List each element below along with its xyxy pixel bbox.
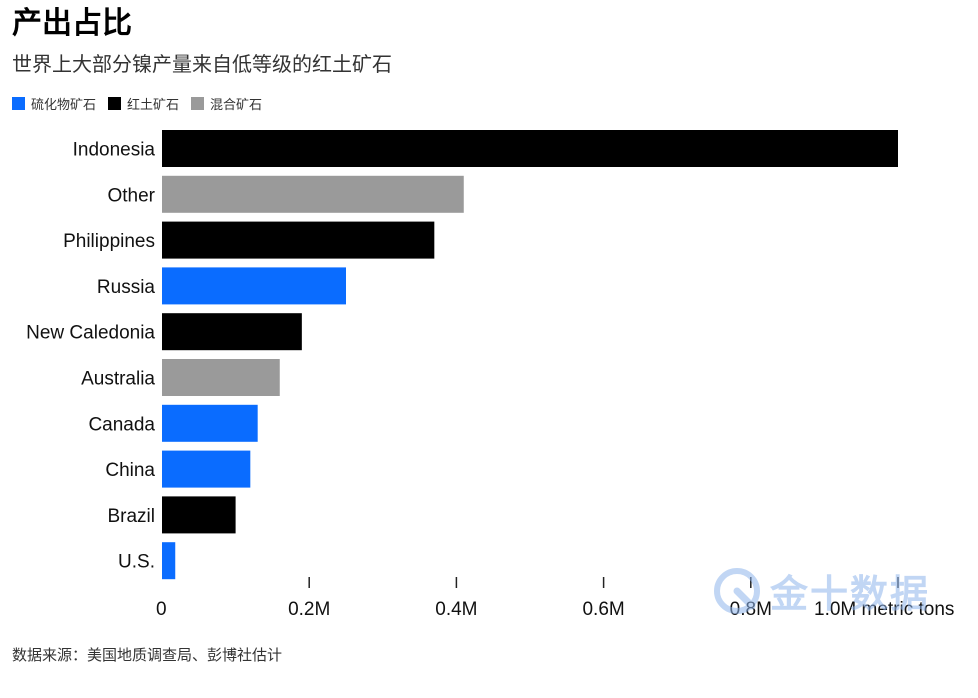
legend-item-sulfide: 硫化物矿石	[12, 94, 96, 113]
category-label: Philippines	[63, 231, 155, 252]
bar-canada	[162, 404, 258, 442]
legend-label-laterite: 红土矿石	[127, 98, 180, 113]
watermark: 金十数据	[712, 563, 930, 618]
x-tick-label: 1.0M metric tons	[814, 599, 954, 620]
x-tick-label: 0	[156, 599, 167, 620]
watermark-logo-icon	[714, 567, 760, 614]
x-tick-label: 0.4M	[435, 599, 477, 620]
bar-australia	[162, 359, 280, 396]
chart-title: 产出占比	[12, 6, 132, 41]
legend-label-sulfide: 硫化物矿石	[31, 98, 97, 113]
legend-swatch-mixed	[191, 97, 205, 110]
watermark-text: 金十数据	[770, 572, 931, 616]
category-label: Brazil	[107, 506, 155, 527]
legend-item-mixed: 混合矿石	[191, 94, 262, 113]
bar-russia	[162, 267, 346, 305]
x-tick-label: 0.6M	[582, 599, 624, 620]
category-label: U.S.	[118, 552, 155, 573]
category-label: Canada	[88, 414, 155, 435]
x-tick-label: 0.2M	[288, 599, 330, 620]
category-label: New Caledonia	[26, 323, 155, 344]
legend-item-laterite: 红土矿石	[108, 94, 179, 113]
bar-indonesia	[162, 130, 898, 167]
source-note: 数据来源：美国地质调查局、彭博社估计	[12, 646, 283, 664]
legend-swatch-sulfide	[12, 97, 25, 110]
bar-u-s	[162, 542, 176, 580]
bar-new-caledonia	[162, 313, 302, 351]
category-label: Indonesia	[73, 140, 156, 161]
legend-swatch-laterite	[108, 97, 122, 110]
bar-china	[162, 450, 251, 488]
bar-chart: Indonesia Other Philippines Russia New Caled…	[26, 130, 954, 620]
bar-other	[162, 175, 464, 213]
chart-subtitle: 世界上大部分镍产量来自低等级的红土矿石	[12, 52, 392, 76]
category-label: Russia	[97, 277, 156, 298]
category-label: China	[105, 460, 155, 481]
legend-label-mixed: 混合矿石	[210, 98, 263, 113]
x-tick-label: 0.8M	[730, 599, 772, 620]
legend: 硫化物矿石 红土矿石 混合矿石	[12, 94, 274, 113]
bar-brazil	[162, 496, 236, 534]
category-label: Australia	[81, 369, 155, 390]
bar-philippines	[162, 221, 435, 259]
category-label: Other	[107, 185, 155, 206]
